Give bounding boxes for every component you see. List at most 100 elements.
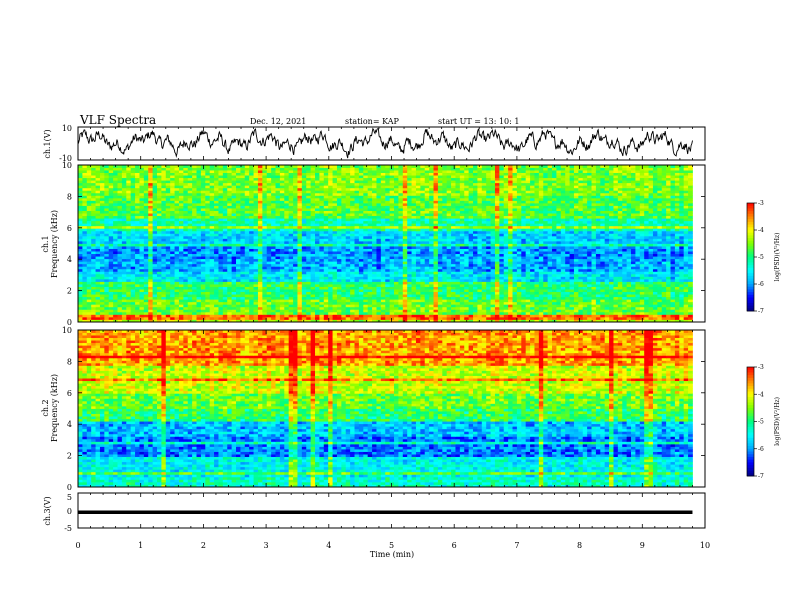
spectrogram-cell bbox=[631, 281, 636, 285]
spectrogram-cell bbox=[376, 246, 382, 249]
spectrogram-cell bbox=[227, 261, 233, 265]
spectrogram-cell bbox=[174, 273, 180, 277]
spectrogram-cell bbox=[288, 304, 294, 308]
spectrogram-cell bbox=[143, 248, 149, 252]
spectrogram-cell bbox=[297, 233, 303, 237]
spectrogram-cell bbox=[569, 268, 575, 272]
spectrogram-cell bbox=[389, 263, 395, 267]
spectrogram-cell bbox=[108, 278, 114, 282]
spectrogram-cell bbox=[244, 261, 250, 265]
spectrogram-cell bbox=[108, 248, 114, 252]
spectrogram-cell bbox=[560, 299, 566, 303]
spectrogram-cell bbox=[336, 251, 342, 255]
spectrogram-cell bbox=[244, 256, 250, 260]
spectrogram-cell bbox=[192, 314, 197, 318]
spectrogram-cell bbox=[271, 256, 276, 260]
spectrogram-cell bbox=[670, 286, 676, 290]
spectrogram-cell bbox=[587, 306, 592, 310]
spectrogram-cell bbox=[591, 309, 597, 313]
spectrogram-cell bbox=[613, 233, 619, 237]
spectrogram-cell bbox=[135, 301, 140, 305]
spectrogram-cell bbox=[139, 278, 145, 282]
spectrogram-cell bbox=[275, 256, 281, 260]
spectrogram-cell bbox=[490, 248, 496, 252]
spectrogram-cell bbox=[420, 235, 426, 239]
spectrogram-cell bbox=[95, 301, 101, 305]
spectrogram-cell bbox=[468, 261, 474, 265]
spectrogram-cell bbox=[350, 276, 355, 280]
spectrogram-cell bbox=[530, 296, 535, 300]
spectrogram-cell bbox=[135, 296, 140, 300]
spectrogram-cell bbox=[350, 256, 355, 260]
spectrogram-cell bbox=[200, 309, 206, 313]
spectrogram-cell bbox=[284, 235, 290, 239]
spectrogram-cell bbox=[218, 240, 224, 244]
spectrogram-cell bbox=[192, 248, 197, 252]
spectrogram-cell bbox=[591, 281, 597, 285]
spectrogram-cell bbox=[336, 309, 342, 313]
spectrogram-cell bbox=[363, 286, 369, 290]
spectrogram-cell bbox=[631, 314, 636, 318]
spectrogram-cell bbox=[200, 304, 206, 308]
spectrogram-cell bbox=[126, 309, 132, 313]
spectrogram-cell bbox=[437, 258, 443, 262]
spectrogram-cell bbox=[284, 296, 290, 300]
spectrogram-cell bbox=[626, 291, 632, 295]
spectrogram-cell bbox=[135, 238, 140, 242]
spectrogram-cell bbox=[293, 319, 298, 323]
spectrogram-cell bbox=[350, 319, 355, 323]
spectrogram-cell bbox=[679, 276, 685, 280]
spectrogram-cell bbox=[157, 301, 162, 305]
spectrogram-cell bbox=[306, 238, 312, 242]
spectrogram-cell bbox=[534, 233, 540, 237]
spectrogram-cell bbox=[218, 296, 224, 300]
spectrogram-cell bbox=[398, 278, 404, 282]
spectrogram-cell bbox=[569, 281, 575, 285]
spectrogram-cell bbox=[683, 281, 689, 285]
spectrogram-cell bbox=[385, 246, 391, 249]
spectrogram-cell bbox=[227, 304, 233, 308]
spectrogram-cell bbox=[389, 261, 395, 265]
spectrogram-cell bbox=[652, 253, 658, 257]
spectrogram-cell bbox=[231, 278, 237, 282]
spectrogram-cell bbox=[209, 309, 215, 313]
spectrogram-cell bbox=[530, 238, 535, 242]
spectrogram-cell bbox=[205, 256, 211, 260]
spectrogram-cell bbox=[503, 233, 509, 237]
spectrogram-cell bbox=[165, 248, 171, 252]
spectrogram-cell bbox=[622, 299, 628, 303]
spectrogram-cell bbox=[376, 266, 382, 270]
spectrogram-cell bbox=[297, 246, 303, 249]
spectrogram-cell bbox=[165, 246, 171, 249]
spectrogram-cell bbox=[319, 311, 325, 315]
spectrogram-cell bbox=[411, 268, 417, 272]
spectrogram-cell bbox=[244, 289, 250, 293]
spectrogram-cell bbox=[490, 273, 496, 277]
spectrogram-cell bbox=[587, 240, 592, 244]
spectrogram-cell bbox=[455, 306, 461, 310]
spectrogram-cell bbox=[600, 248, 606, 252]
spectrogram-cell bbox=[617, 248, 623, 252]
spectrogram-cell bbox=[683, 243, 689, 247]
spectrogram-cell bbox=[341, 266, 347, 270]
spectrogram-cell bbox=[236, 258, 241, 262]
spectrogram-cell bbox=[442, 271, 448, 275]
spectrogram-cell bbox=[126, 266, 132, 270]
spectrogram-cell bbox=[218, 286, 224, 290]
spectrogram-cell bbox=[591, 235, 597, 239]
spectrogram-cell bbox=[582, 253, 588, 257]
spectrogram-cell bbox=[293, 306, 298, 310]
spectrogram-cell bbox=[345, 258, 351, 262]
spectrogram-cell bbox=[108, 316, 114, 320]
spectrogram-cell bbox=[253, 309, 259, 313]
spectrogram-cell bbox=[635, 253, 641, 257]
spectrogram-cell bbox=[652, 309, 658, 313]
spectrogram-cell bbox=[402, 304, 408, 308]
spectrogram-cell bbox=[459, 246, 465, 249]
spectrogram-cell bbox=[315, 251, 320, 255]
spectrogram-cell bbox=[402, 299, 408, 303]
spectrogram-cell bbox=[494, 268, 500, 272]
spectrogram-cell bbox=[323, 256, 329, 260]
spectrogram-cell bbox=[411, 243, 417, 247]
spectrogram-cell bbox=[350, 316, 355, 320]
